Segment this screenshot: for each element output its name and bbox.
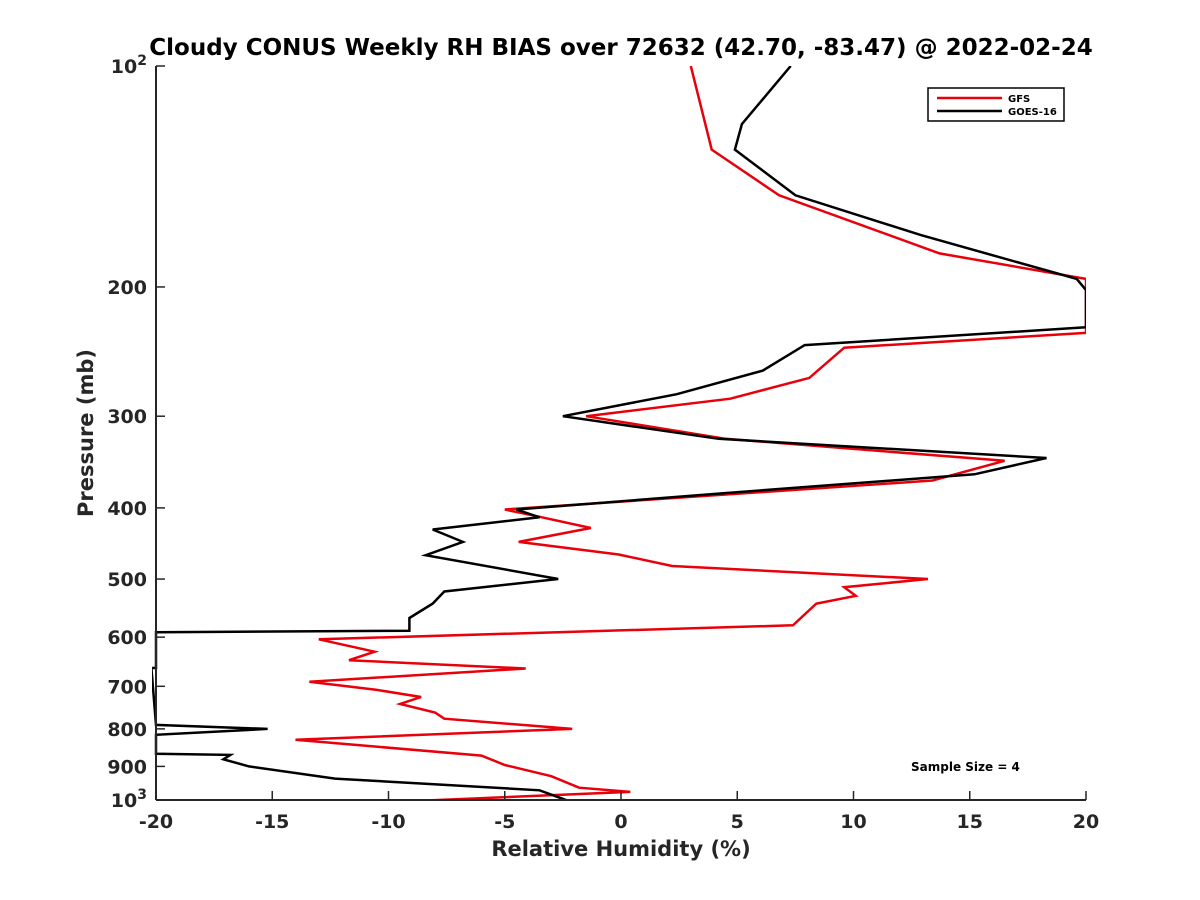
y-tick-label: 600 — [107, 627, 147, 649]
y-tick-label: 103 — [111, 787, 147, 812]
rh-bias-chart: Cloudy CONUS Weekly RH BIAS over 72632 (… — [0, 0, 1200, 900]
legend: GFS GOES-16 — [928, 88, 1064, 121]
x-tick-label: 15 — [957, 811, 983, 833]
x-tick-label: 5 — [731, 811, 744, 833]
y-tick-label: 800 — [107, 719, 147, 741]
x-tick-label: 20 — [1073, 811, 1099, 833]
x-tick-label: -20 — [139, 811, 173, 833]
y-tick-label: 900 — [107, 756, 147, 778]
sample-size-annotation: Sample Size = 4 — [911, 760, 1020, 774]
x-tick-label: 10 — [840, 811, 866, 833]
x-tick-label: -10 — [371, 811, 405, 833]
y-tick-label: 700 — [107, 676, 147, 698]
y-tick-label: 400 — [107, 498, 147, 520]
y-axis-label: Pressure (mb) — [74, 349, 98, 517]
y-tick-label: 102 — [111, 53, 147, 78]
chart-title: Cloudy CONUS Weekly RH BIAS over 72632 (… — [149, 35, 1092, 61]
legend-label: GFS — [1008, 94, 1030, 105]
series-line-goes-16 — [151, 66, 1086, 801]
plot-lines — [151, 66, 1086, 801]
x-axis-label: Relative Humidity (%) — [491, 837, 750, 861]
series-line-gfs — [296, 66, 1087, 801]
x-tick-label: -15 — [255, 811, 289, 833]
x-axis-ticks: -20 -15 -10 -5 0 5 10 15 20 — [139, 791, 1099, 833]
y-tick-label: 300 — [107, 406, 147, 428]
x-tick-label: 0 — [614, 811, 627, 833]
y-tick-label: 500 — [107, 569, 147, 591]
x-tick-label: -5 — [494, 811, 515, 833]
y-tick-label: 200 — [107, 277, 147, 299]
legend-label: GOES-16 — [1008, 107, 1057, 118]
